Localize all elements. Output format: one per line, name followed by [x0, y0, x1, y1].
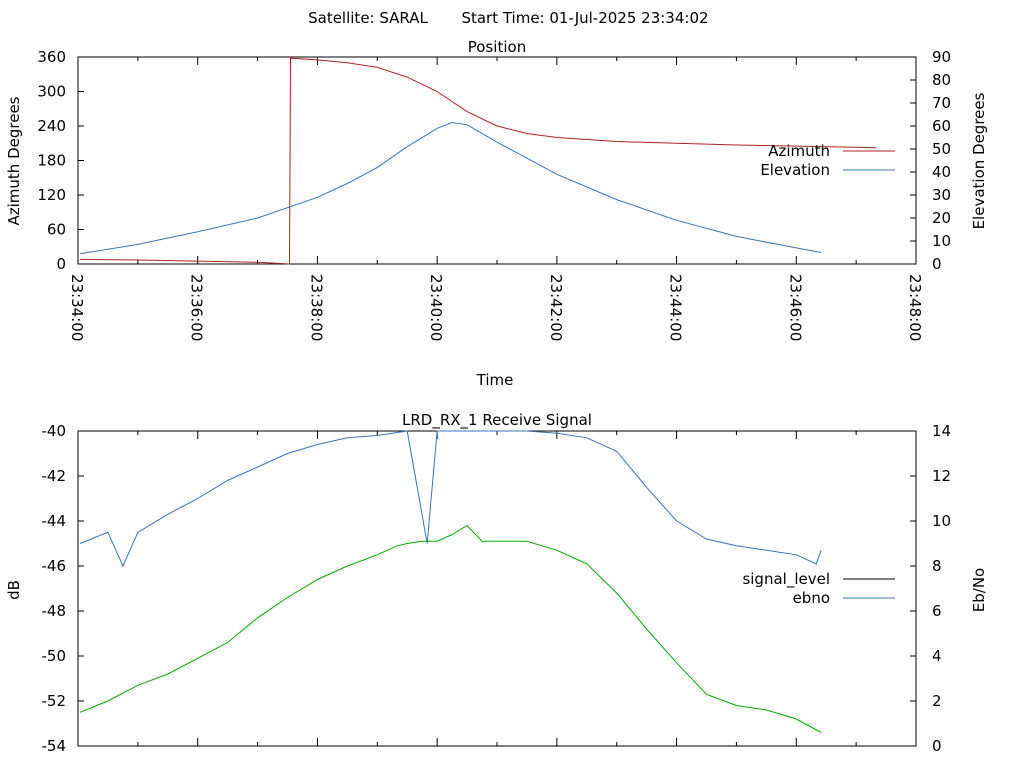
signal-ytick-label: -46 — [42, 557, 67, 575]
signal-ytick-label: -52 — [42, 692, 67, 710]
signal-ytick-label: -44 — [42, 512, 67, 530]
position-series — [79, 57, 877, 265]
signal-title: LRD_RX_1 Receive Signal — [402, 411, 592, 430]
signal-y2tick-label: 6 — [932, 602, 942, 620]
legend-elevation-label: Elevation — [760, 161, 830, 179]
position-series-line-0 — [79, 57, 877, 265]
position-ytick-label: 60 — [47, 221, 66, 239]
position-xtick-label: 23:34:00 — [68, 274, 86, 341]
position-xtick-label: 23:42:00 — [547, 274, 565, 341]
position-ytick-label: 240 — [37, 117, 66, 135]
signal-ytick-label: -48 — [42, 602, 67, 620]
position-title: Position — [468, 38, 526, 56]
signal-y2tick-label: 0 — [932, 737, 942, 755]
signal-y-axis-label: dB — [5, 580, 23, 600]
position-series-line-1 — [79, 121, 822, 255]
position-y2tick-label: 50 — [932, 140, 951, 158]
position-y2tick-label: 40 — [932, 163, 951, 181]
position-y-axis-label: Azimuth Degrees — [5, 96, 23, 225]
position-xtick-label: 23:38:00 — [307, 274, 325, 341]
position-ytick-label: 300 — [37, 83, 66, 101]
legend-azimuth-label: Azimuth — [768, 142, 830, 160]
position-ytick-label: 360 — [37, 48, 66, 66]
start-time-label: Start Time: 01-Jul-2025 23:34:02 — [461, 9, 708, 27]
signal-ytick-label: -54 — [42, 737, 67, 755]
position-y2-axis-label: Elevation Degrees — [970, 92, 988, 229]
position-xtick-label: 23:40:00 — [427, 274, 445, 341]
signal-ytick-label: -50 — [42, 647, 67, 665]
position-xtick-label: 23:44:00 — [667, 274, 685, 341]
signal-series — [79, 430, 822, 733]
position-legend: Azimuth Elevation — [760, 142, 895, 179]
position-y2tick-label: 0 — [932, 255, 942, 273]
signal-series-line-2 — [79, 524, 822, 733]
legend-signal-level-label: signal_level — [742, 570, 830, 589]
signal-ytick-label: -42 — [42, 467, 67, 485]
signal-ticks: -54 -52 -50 -48 -46 -44 -42 -40 0 2 4 6 8 10 12 14 — [42, 422, 952, 755]
signal-y2tick-label: 12 — [932, 467, 951, 485]
position-xtick-label: 23:48:00 — [906, 274, 924, 341]
position-ytick-label: 180 — [37, 152, 66, 170]
signal-y2tick-label: 10 — [932, 512, 951, 530]
satellite-label: Satellite: SARAL — [308, 9, 428, 27]
position-y2tick-label: 70 — [932, 94, 951, 112]
position-y2tick-label: 20 — [932, 209, 951, 227]
position-xtick-label: 23:36:00 — [188, 274, 206, 341]
position-x-axis-label: Time — [476, 371, 514, 389]
legend-ebno-label: ebno — [793, 589, 830, 607]
position-y2tick-label: 80 — [932, 71, 951, 89]
position-ytick-label: 120 — [37, 186, 66, 204]
position-y2tick-label: 30 — [932, 186, 951, 204]
signal-legend: signal_level ebno — [742, 570, 895, 607]
position-xtick-label: 23:46:00 — [786, 274, 804, 341]
signal-y2tick-label: 14 — [932, 422, 951, 440]
signal-y2tick-label: 4 — [932, 647, 942, 665]
position-y2tick-label: 10 — [932, 232, 951, 250]
signal-plot-frame — [77, 430, 917, 747]
signal-y2-axis-label: Eb/No — [970, 568, 988, 612]
signal-ytick-label: -40 — [42, 422, 67, 440]
position-y2tick-label: 90 — [932, 48, 951, 66]
position-y2tick-label: 60 — [932, 117, 951, 135]
signal-series-line-1 — [79, 430, 822, 568]
position-ticks: 0 60 120 180 240 300 360 0 10 20 30 40 50 60 70 80 90 23:… — [37, 48, 951, 341]
position-ytick-label: 0 — [56, 255, 66, 273]
signal-y2tick-label: 8 — [932, 557, 942, 575]
signal-y2tick-label: 2 — [932, 692, 942, 710]
